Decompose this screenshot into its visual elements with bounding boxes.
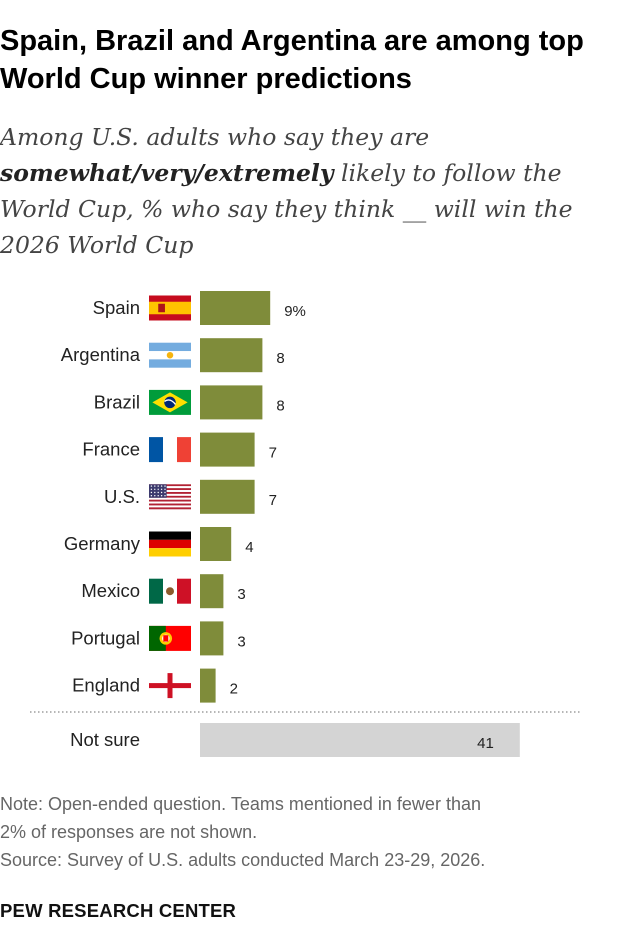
bar-spain	[200, 291, 271, 325]
england-flag-icon	[149, 673, 191, 699]
value-label-mexico: 3	[237, 586, 245, 603]
bar-not-sure	[200, 723, 520, 757]
value-label-spain: 9%	[284, 303, 306, 320]
category-label-mexico: Mexico	[81, 580, 140, 601]
category-label-england: England	[72, 675, 140, 696]
value-label-brazil: 8	[276, 397, 284, 414]
note-line-1: Note: Open-ended question. Teams mention…	[0, 794, 481, 814]
chart-title: Spain, Brazil and Argentina are among to…	[0, 25, 584, 95]
value-label-u-s: 7	[269, 492, 277, 509]
value-label-germany: 4	[245, 539, 253, 556]
bar-brazil	[200, 385, 263, 420]
bar-portugal	[200, 621, 224, 656]
value-label-france: 7	[269, 445, 277, 462]
france-flag-icon	[149, 437, 191, 463]
bar-argentina	[200, 338, 263, 373]
category-label-germany: Germany	[64, 533, 141, 554]
value-label-england: 2	[230, 681, 238, 698]
chart-notes: Note: Open-ended question. Teams mention…	[0, 790, 618, 874]
note-line-2: 2% of responses are not shown.	[0, 822, 258, 842]
value-label-argentina: 8	[276, 350, 284, 367]
category-label-spain: Spain	[93, 297, 140, 318]
source-line: Source: Survey of U.S. adults conducted …	[0, 850, 486, 870]
bar-england	[200, 668, 216, 703]
spain-flag-icon	[149, 295, 191, 321]
category-label-argentina: Argentina	[61, 344, 141, 365]
mexico-flag-icon	[149, 578, 191, 604]
value-label-not-sure: 41	[477, 735, 494, 752]
brazil-flag-icon	[149, 389, 191, 415]
us-flag-icon	[149, 484, 191, 510]
chart-subtitle: Among U.S. adults who say they are somew…	[0, 119, 615, 263]
value-label-portugal: 3	[237, 633, 245, 650]
brand-logo-text: PEW RESEARCH CENTER	[0, 900, 237, 921]
subtitle-emphasis: somewhat/very/extremely	[0, 159, 334, 187]
germany-flag-icon	[149, 531, 191, 557]
bar-chart: Spain 9% Argentina 8 Brazil 8 France 7 U.S. 7 Germ…	[30, 291, 580, 757]
subtitle-text-1: Among U.S. adults who say they are	[0, 123, 430, 151]
category-label-u-s: U.S.	[104, 486, 140, 507]
argentina-flag-icon	[149, 342, 191, 368]
category-label-not-sure: Not sure	[70, 729, 140, 750]
portugal-flag-icon	[149, 625, 191, 651]
bar-mexico	[200, 574, 224, 609]
bar-u-s	[200, 479, 255, 514]
category-label-brazil: Brazil	[94, 391, 140, 412]
bar-germany	[200, 527, 232, 561]
category-label-portugal: Portugal	[71, 627, 140, 648]
subtitle-text-2: likely to follow the World Cup, % who sa…	[0, 159, 573, 259]
category-label-france: France	[82, 439, 140, 460]
bar-france	[200, 432, 255, 467]
